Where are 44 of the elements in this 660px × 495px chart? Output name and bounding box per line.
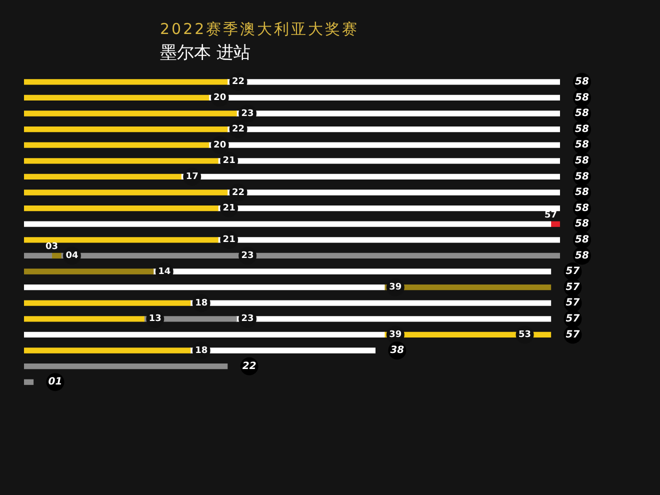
data-label: 13 (148, 314, 162, 324)
total-label: 22 (242, 360, 256, 372)
data-label: 14 (158, 266, 171, 277)
total-label: 58 (575, 76, 589, 88)
total-label: 38 (390, 345, 404, 356)
chart-title: 2022赛季澳大利亚大奖赛 (160, 20, 360, 39)
total-label: 58 (575, 250, 589, 262)
data-label: 20 (214, 140, 226, 150)
total-label: 58 (575, 218, 589, 230)
total-label: 57 (566, 298, 580, 309)
total-label: 58 (575, 234, 589, 246)
data-label: 23 (241, 108, 254, 119)
data-label: 22 (232, 124, 245, 135)
total-label: 58 (575, 108, 589, 120)
data-label: 18 (195, 298, 208, 308)
total-label: 01 (48, 376, 62, 388)
total-label: 58 (575, 187, 589, 198)
annotation: 23 (241, 314, 254, 324)
total-label: 57 (566, 266, 580, 278)
total-label: 58 (575, 171, 589, 182)
annotation: 23 (241, 251, 254, 262)
data-label: 18 (195, 346, 208, 356)
total-label: 58 (575, 140, 589, 151)
total-label: 58 (575, 92, 589, 104)
total-label: 58 (575, 202, 589, 214)
data-label: 39 (389, 282, 402, 293)
data-label: 21 (222, 235, 236, 246)
data-label: 20 (214, 93, 226, 104)
data-label: 22 (232, 77, 245, 88)
total-label: 57 (566, 282, 580, 293)
data-label: 17 (186, 172, 198, 182)
total-label: 57 (566, 313, 580, 324)
total-label: 58 (575, 124, 589, 135)
data-label: 39 (389, 330, 402, 340)
total-label: 57 (566, 329, 580, 340)
data-label: 21 (222, 204, 236, 214)
data-label: 03 (45, 242, 58, 252)
total-label: 58 (575, 155, 589, 166)
data-label: 57 (544, 210, 558, 220)
data-label: 21 (222, 156, 236, 166)
annotation: 04 (66, 251, 78, 262)
data-label: 22 (232, 188, 245, 198)
chart-subtitle: 墨尔本 进站 (160, 42, 252, 64)
annotation: 53 (518, 330, 532, 340)
